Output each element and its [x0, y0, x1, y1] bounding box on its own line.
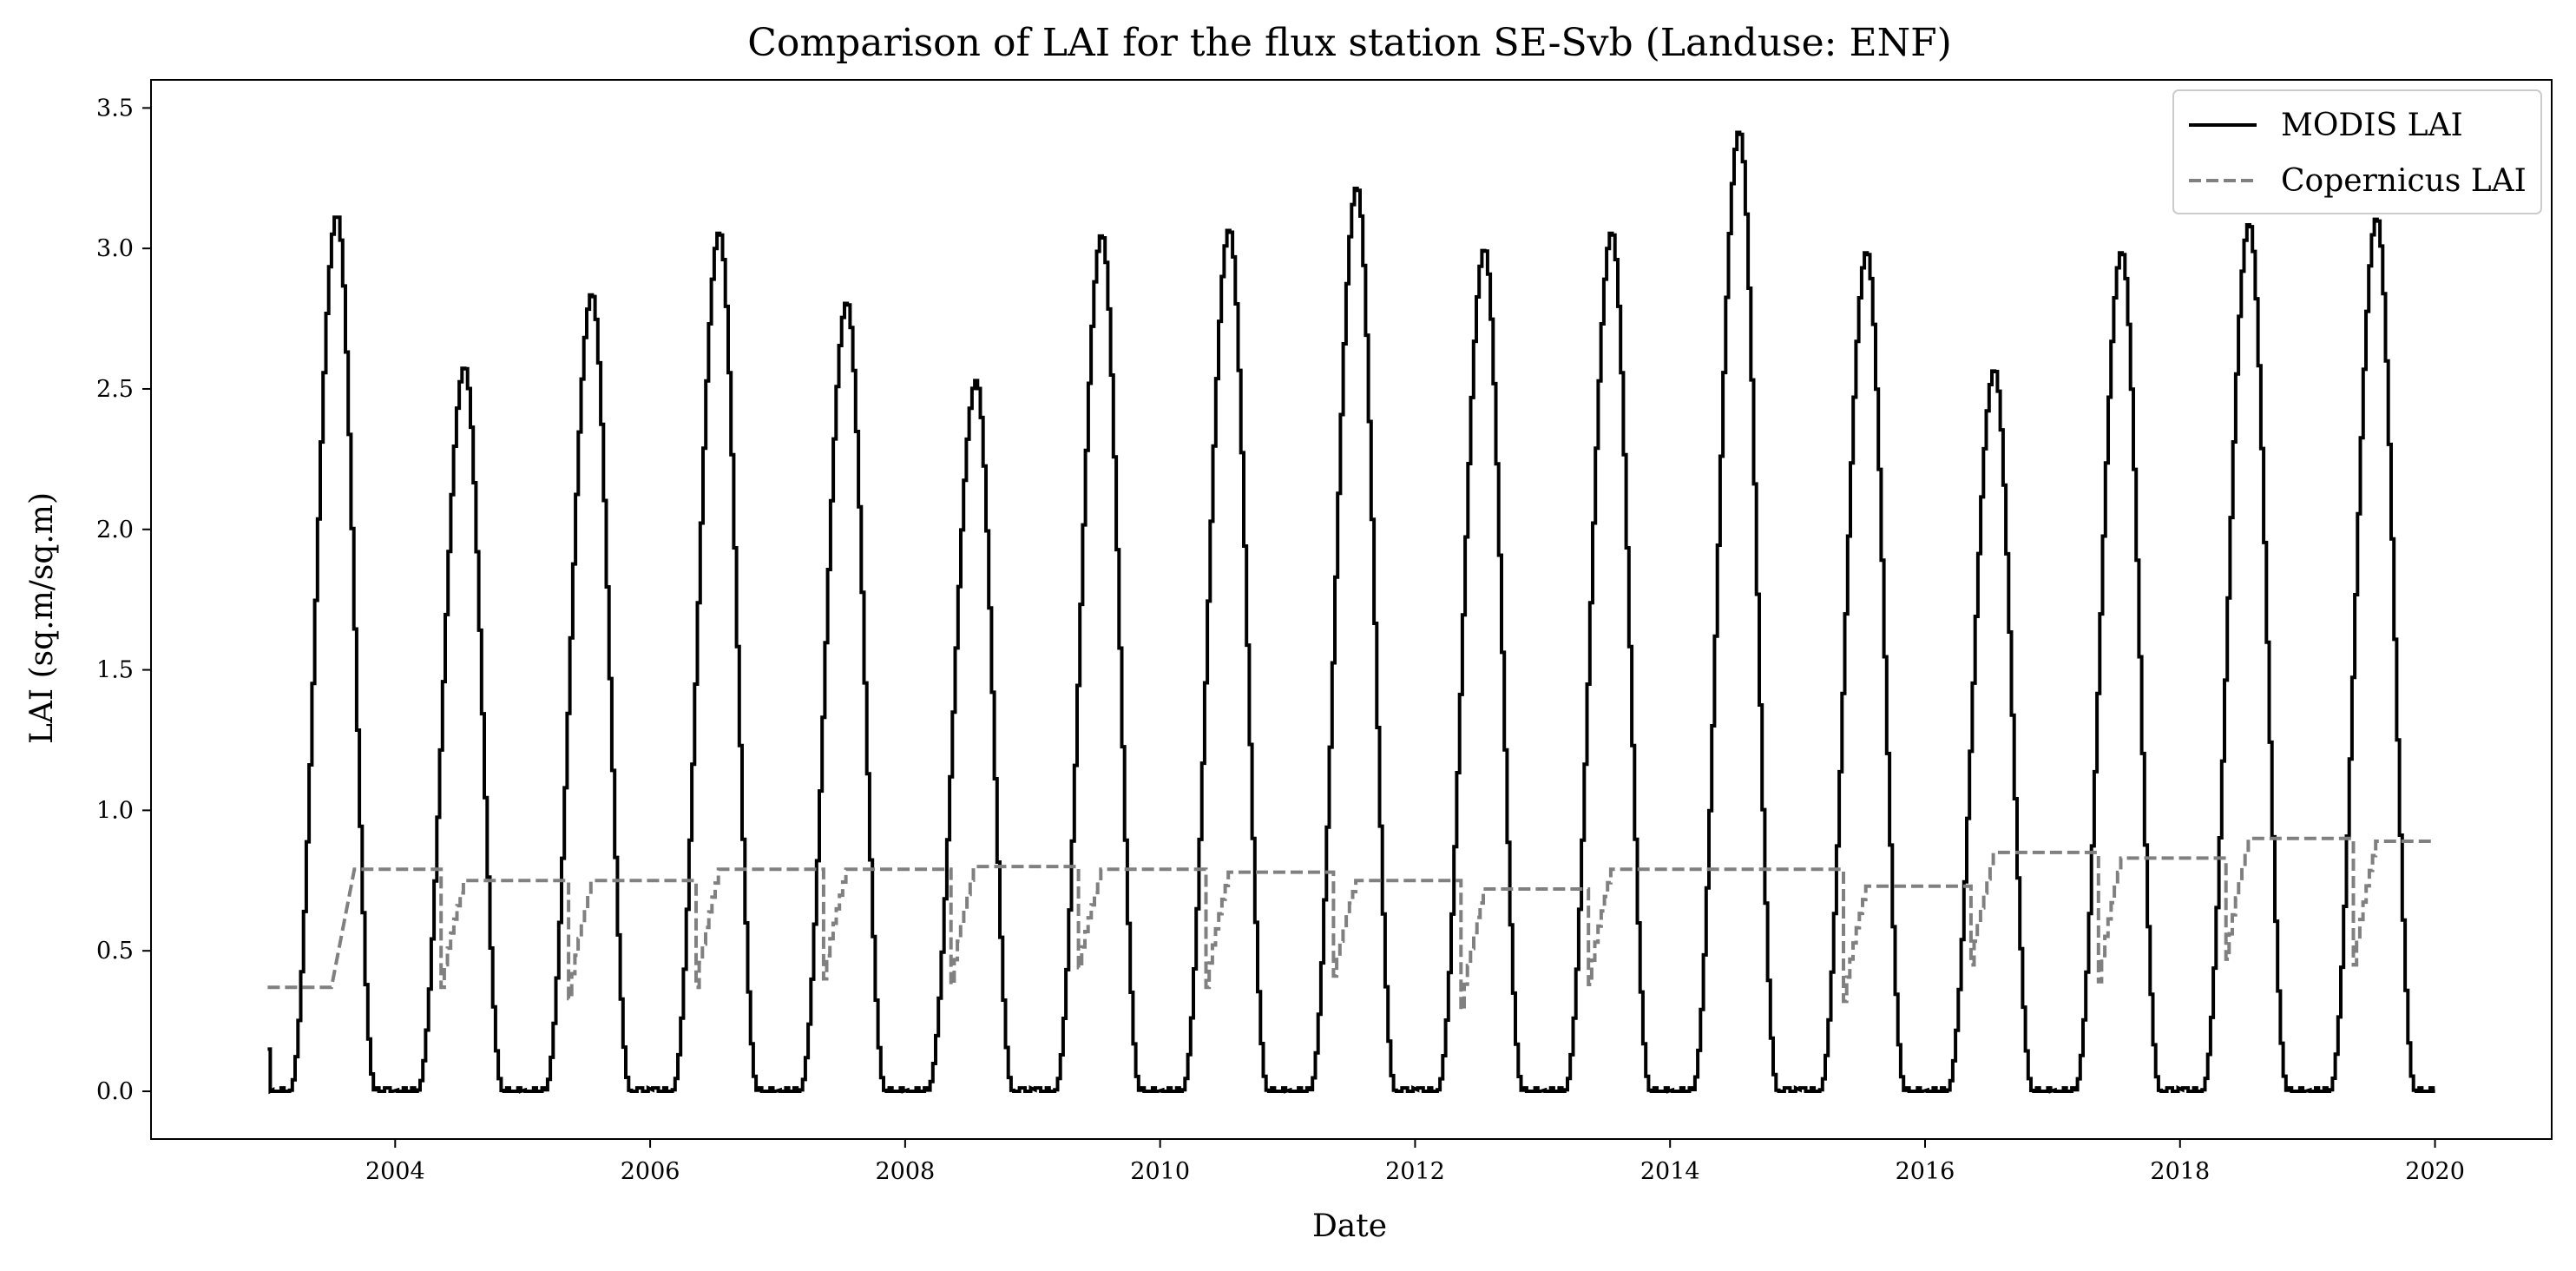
y-tick-label-3.5: 3.5 [96, 95, 134, 122]
x-tick-label-2004: 2004 [365, 1158, 425, 1185]
legend-label-1: Copernicus LAI [2281, 163, 2527, 199]
legend: MODIS LAI Copernicus LAI [2172, 89, 2542, 214]
x-tick-label-2014: 2014 [1640, 1158, 1700, 1185]
x-tick-label-2010: 2010 [1130, 1158, 1190, 1185]
plot-area: 2004 2006 2008 2010 2012 2014 2016 2018 2020 0.0 0… [96, 79, 2553, 1185]
y-tick-label-2.5: 2.5 [96, 376, 134, 403]
x-tick-label-2020: 2020 [2405, 1158, 2465, 1185]
y-tick-label-1.5: 1.5 [96, 657, 134, 684]
x-tick-label-2012: 2012 [1385, 1158, 1445, 1185]
y-tick-label-2.0: 2.0 [96, 517, 134, 543]
y-axis-label: LAI (sq.m/sq.m) [24, 492, 60, 744]
y-tick-label-0.5: 0.5 [96, 938, 134, 965]
x-tick-label-2018: 2018 [2150, 1158, 2210, 1185]
legend-label-0: MODIS LAI [2281, 108, 2463, 143]
legend-box [2172, 89, 2542, 214]
x-tick-label-2016: 2016 [1896, 1158, 1955, 1185]
y-tick-label-0.0: 0.0 [96, 1078, 134, 1105]
y-tick-label-1.0: 1.0 [96, 797, 134, 824]
chart-title: Comparison of LAI for the flux station S… [747, 21, 1952, 65]
x-tick-label-2008: 2008 [876, 1158, 936, 1185]
series-line-copernicus-lai [267, 836, 2435, 1012]
x-axis-label: Date [1312, 1208, 1387, 1244]
y-tick-label-3.0: 3.0 [96, 235, 134, 262]
x-tick-label-2006: 2006 [621, 1158, 680, 1185]
axes-frame [150, 79, 2553, 1140]
series-line-modis-lai [267, 130, 2435, 1095]
